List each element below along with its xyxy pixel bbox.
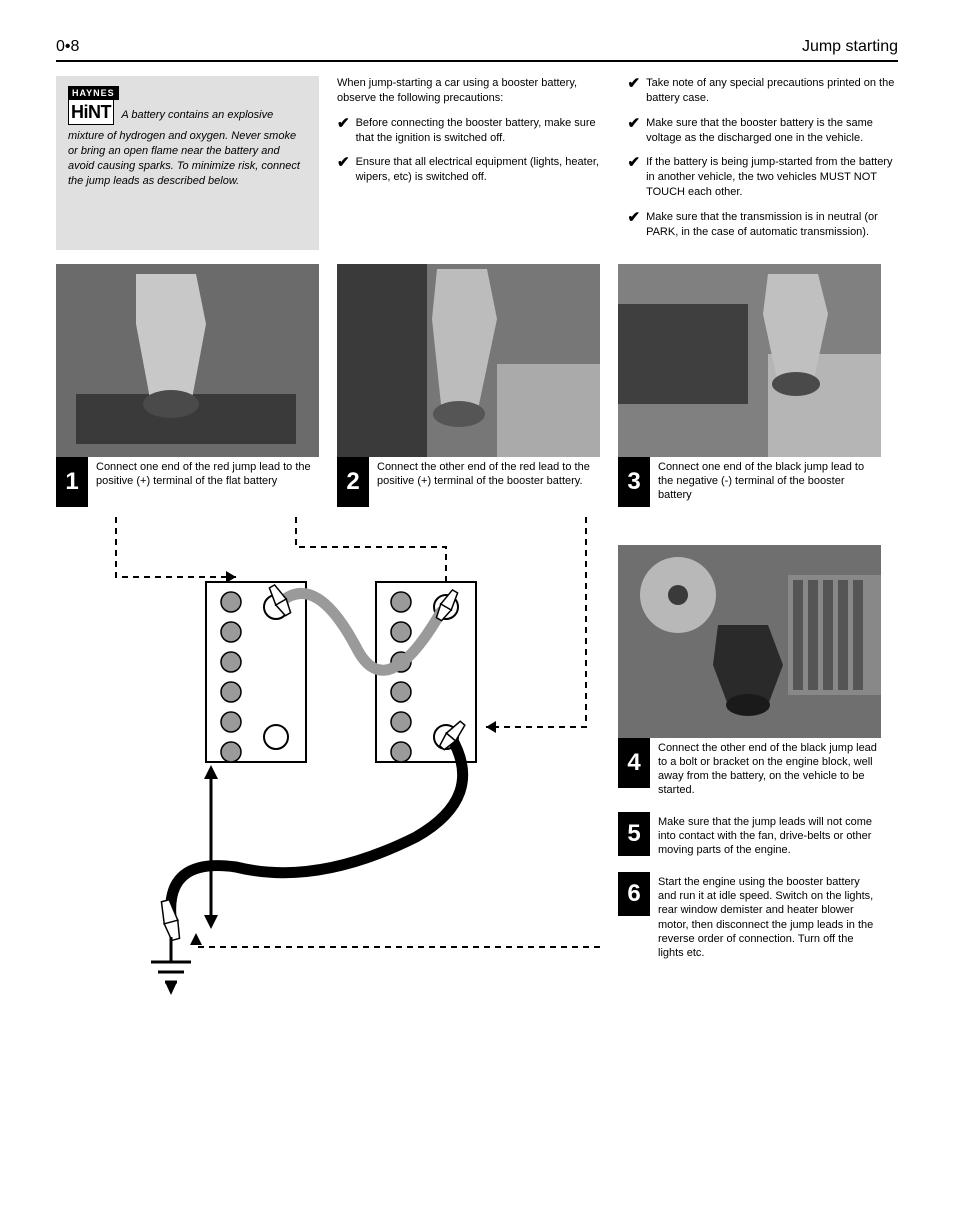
step-number: 5 — [618, 812, 650, 856]
step-1-photo — [56, 264, 319, 457]
step-number: 1 — [56, 457, 88, 507]
step-4-photo — [618, 545, 881, 738]
step-text: Make sure that the jump leads will not c… — [650, 812, 881, 858]
check-item: ✔ Make sure that the booster battery is … — [628, 116, 899, 146]
wiring-diagram — [56, 517, 600, 1017]
hint-box: HAYNES HiNT A battery contains an explos… — [56, 76, 319, 250]
step-3-cell: 3 Connect one end of the black jump lead… — [618, 264, 881, 507]
page-header: 0•8 Jump starting — [56, 38, 898, 62]
step-4-cell: 4 Connect the other end of the black jum… — [618, 545, 881, 798]
checklist: When jump-starting a car using a booster… — [337, 76, 898, 250]
check-item: ✔ Take note of any special precautions p… — [628, 76, 899, 106]
check-icon: ✔ — [628, 76, 641, 106]
step-3-photo — [618, 264, 881, 457]
check-text: Take note of any special precautions pri… — [646, 76, 898, 106]
step-text: Connect the other end of the black jump … — [650, 738, 881, 798]
check-text: If the battery is being jump-started fro… — [646, 155, 898, 200]
step-number: 4 — [618, 738, 650, 788]
check-icon: ✔ — [337, 116, 350, 146]
step-number: 2 — [337, 457, 369, 507]
logo-haynes: HAYNES — [68, 86, 119, 100]
step-text: Connect one end of the red jump lead to … — [88, 457, 319, 507]
check-icon: ✔ — [628, 155, 641, 200]
check-icon: ✔ — [628, 210, 641, 240]
step-number: 3 — [618, 457, 650, 507]
check-item: ✔ Before connecting the booster battery,… — [337, 116, 608, 146]
page-title: Jump starting — [802, 38, 898, 56]
check-icon: ✔ — [337, 155, 350, 185]
check-item: ✔ Make sure that the transmission is in … — [628, 210, 899, 240]
check-item: ✔ If the battery is being jump-started f… — [628, 155, 899, 200]
page-number: 0•8 — [56, 38, 79, 56]
check-item: ✔ Ensure that all electrical equipment (… — [337, 155, 608, 185]
step-5-cell: 5 Make sure that the jump leads will not… — [618, 812, 881, 858]
check-text: Make sure that the transmission is in ne… — [646, 210, 898, 240]
step-2-cell: 2 Connect the other end of the red lead … — [337, 264, 600, 507]
check-icon: ✔ — [628, 116, 641, 146]
step-text: Connect one end of the black jump lead t… — [650, 457, 881, 507]
step-6-cell: 6 Start the engine using the booster bat… — [618, 872, 881, 961]
checklist-intro: When jump-starting a car using a booster… — [337, 76, 608, 106]
step-text: Connect the other end of the red lead to… — [369, 457, 600, 507]
check-text: Before connecting the booster battery, m… — [356, 116, 608, 146]
logo-hint: HiNT — [68, 100, 114, 125]
step-number: 6 — [618, 872, 650, 916]
check-text: Ensure that all electrical equipment (li… — [356, 155, 608, 185]
step-1-cell: 1 Connect one end of the red jump lead t… — [56, 264, 319, 507]
haynes-hint-logo: HAYNES HiNT — [68, 86, 119, 125]
step-text: Start the engine using the booster batte… — [650, 872, 881, 961]
step-2-photo — [337, 264, 600, 457]
check-text: Make sure that the booster battery is th… — [646, 116, 898, 146]
photo-row: 1 Connect one end of the red jump lead t… — [56, 264, 898, 507]
